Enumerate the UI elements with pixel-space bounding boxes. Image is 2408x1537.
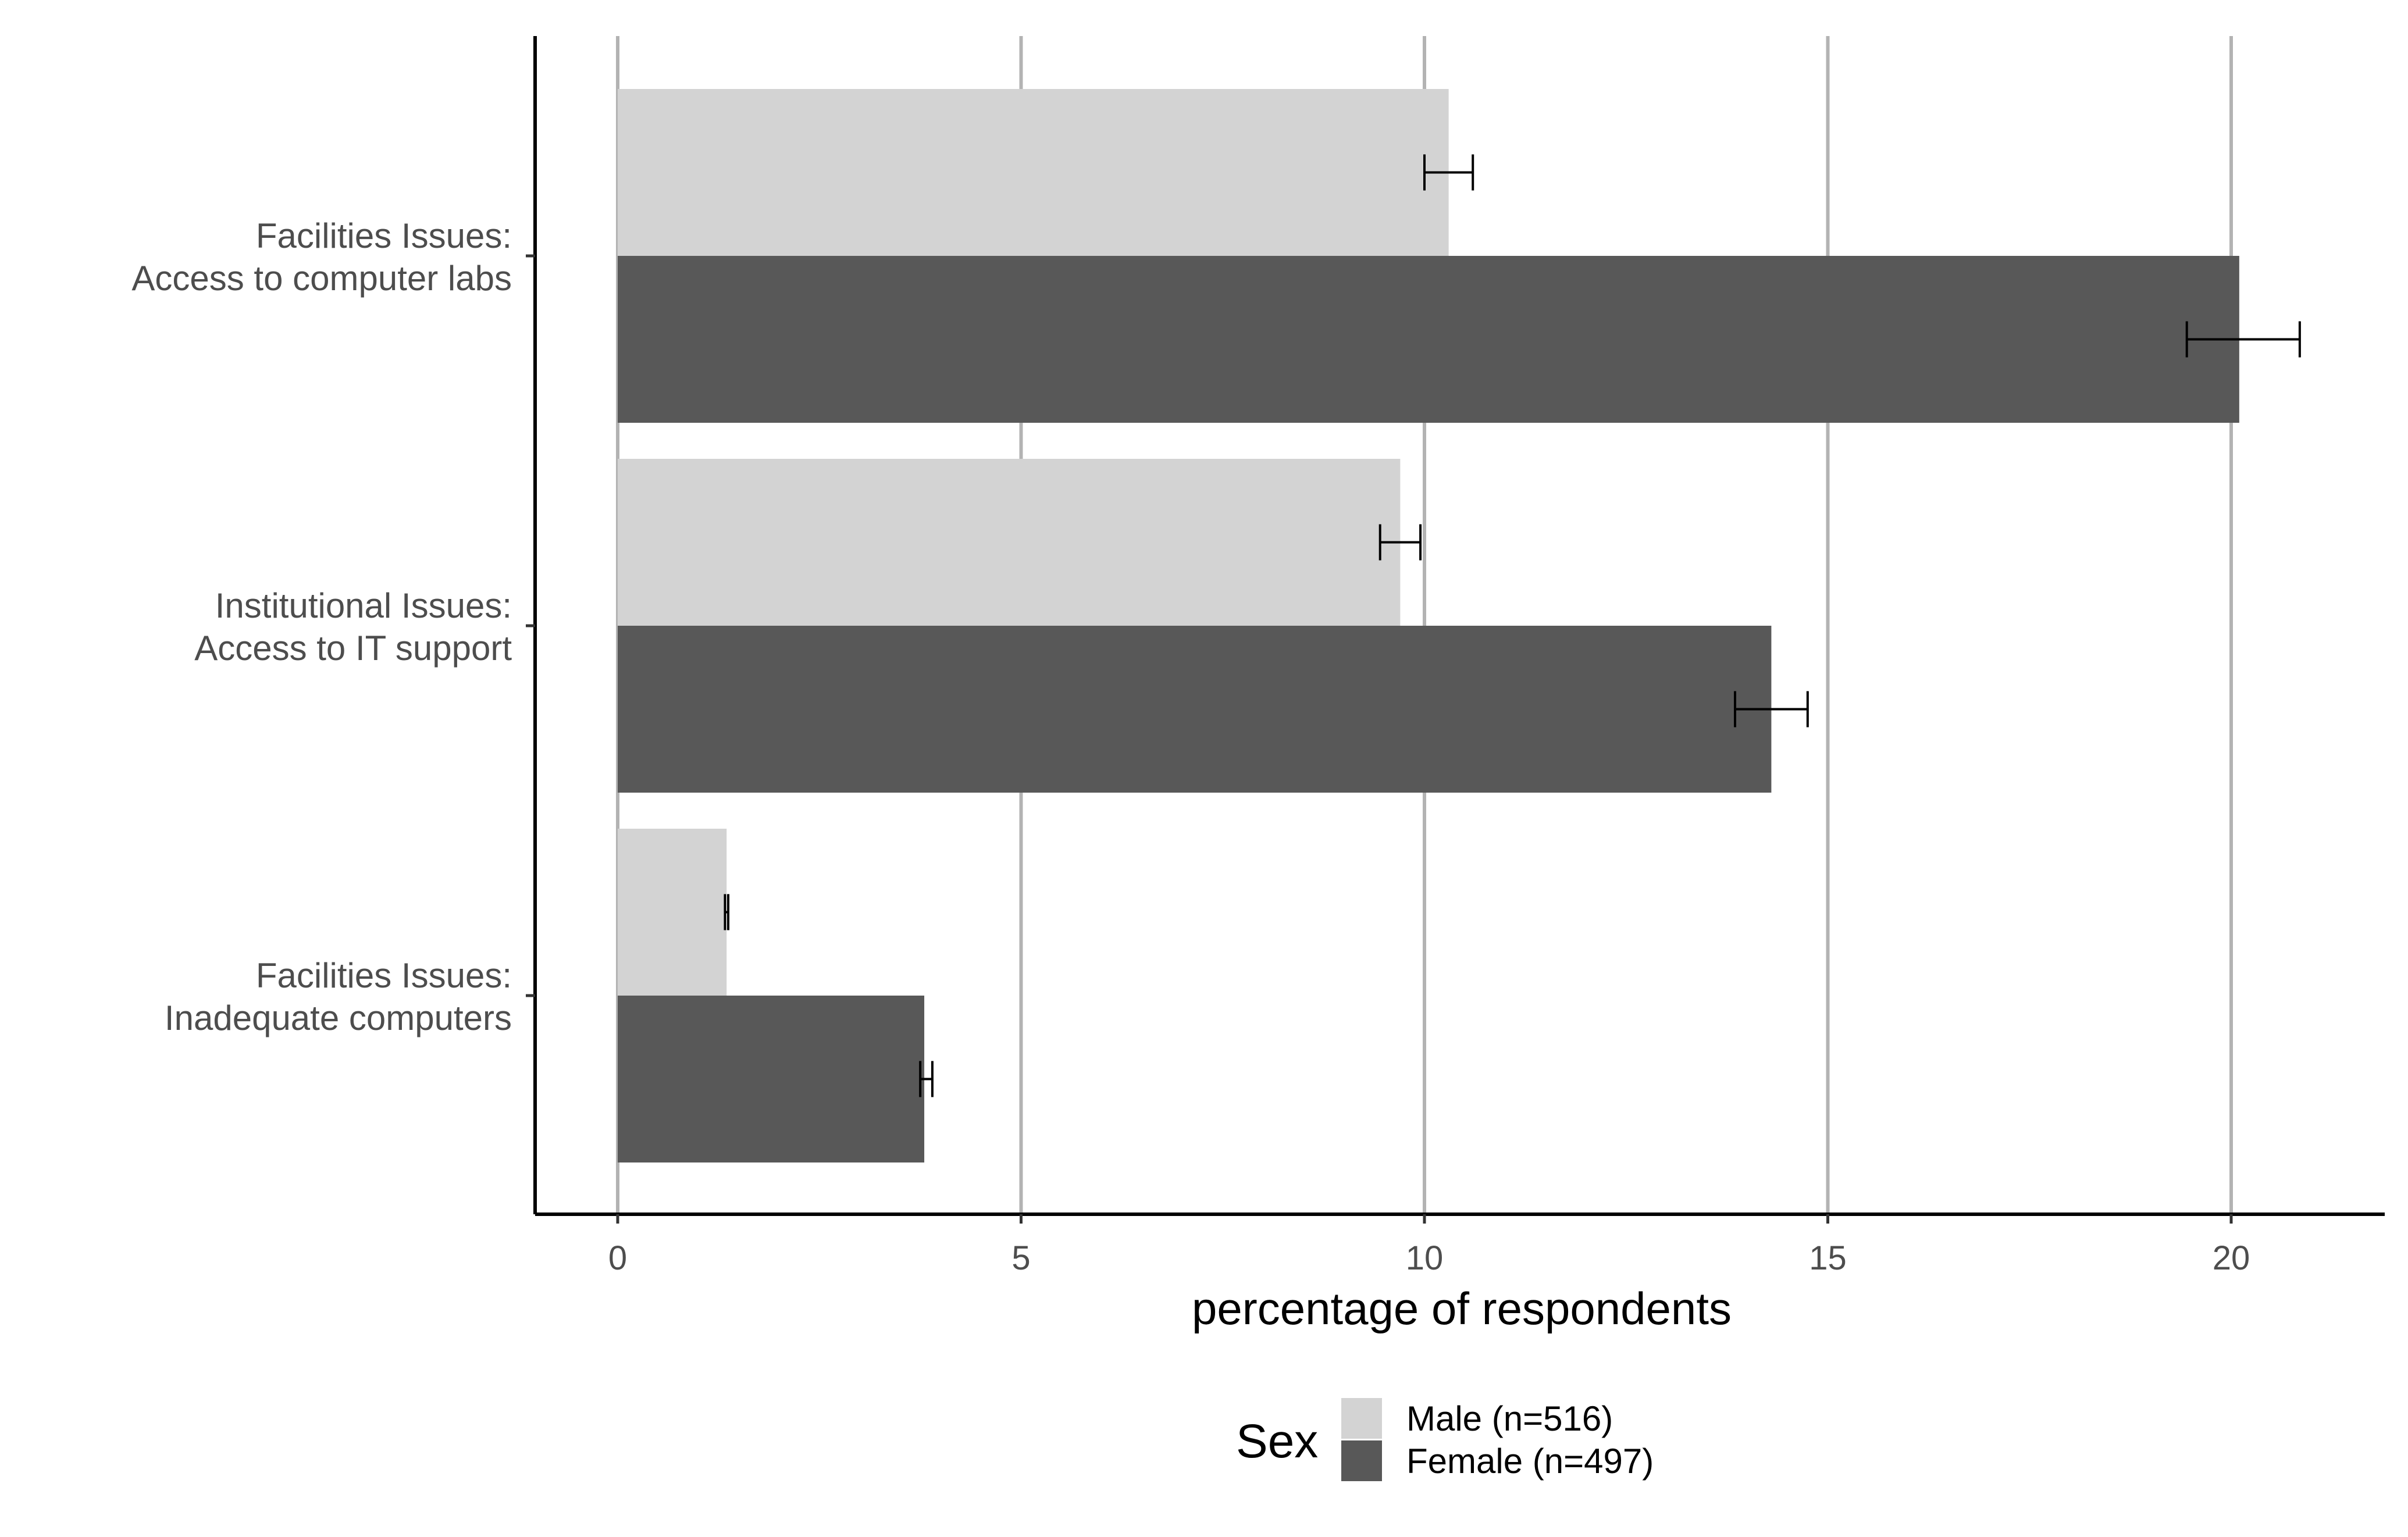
x-tick-label-15: 15: [1809, 1239, 1847, 1277]
legend-item-male: Male (n=516): [1341, 1398, 1613, 1439]
x-tick-label-20: 20: [2213, 1239, 2250, 1277]
x-tick-labels: 0 5 10 15 20: [608, 1239, 2250, 1277]
bar-male-0: [618, 89, 1449, 256]
bar-male-1: [618, 459, 1401, 626]
bar-female-2: [618, 996, 925, 1162]
x-axis-title: percentage of respondents: [1192, 1283, 1732, 1334]
legend-label: Female (n=497): [1406, 1442, 1654, 1481]
error-bars: [724, 154, 2301, 1097]
bar-female-0: [618, 256, 2239, 423]
legend-item-female: Female (n=497): [1341, 1440, 1654, 1481]
legend-title: Sex: [1236, 1415, 1318, 1468]
bar-male-2: [618, 829, 727, 996]
axes: [526, 36, 2385, 1224]
y-tick-label-1: Institutional Issues: Access to IT suppor…: [194, 586, 512, 668]
x-tick-label-10: 10: [1406, 1239, 1444, 1277]
bars: [618, 89, 2239, 1162]
x-tick-label-5: 5: [1011, 1239, 1030, 1277]
error-bar-female-1: [1733, 691, 1809, 728]
error-bar-male-2: [724, 894, 730, 930]
bar-female-1: [618, 626, 1772, 793]
y-tick-label-2: Facilities Issues: Inadequate computers: [165, 956, 512, 1037]
legend: Sex Male (n=516) Female (n=497): [1236, 1398, 1654, 1481]
x-tick-label-0: 0: [608, 1239, 627, 1277]
error-bar-female-2: [919, 1061, 934, 1097]
error-bar-male-1: [1378, 524, 1422, 561]
y-tick-labels: Facilities Issues: Access to computer lab…: [131, 216, 512, 1037]
legend-swatch: [1341, 1440, 1382, 1481]
legend-label: Male (n=516): [1406, 1399, 1613, 1438]
error-bar-female-0: [2185, 321, 2301, 358]
y-tick-label-0: Facilities Issues: Access to computer lab…: [131, 216, 512, 298]
error-bar-male-0: [1423, 154, 1474, 191]
legend-swatch: [1341, 1398, 1382, 1439]
